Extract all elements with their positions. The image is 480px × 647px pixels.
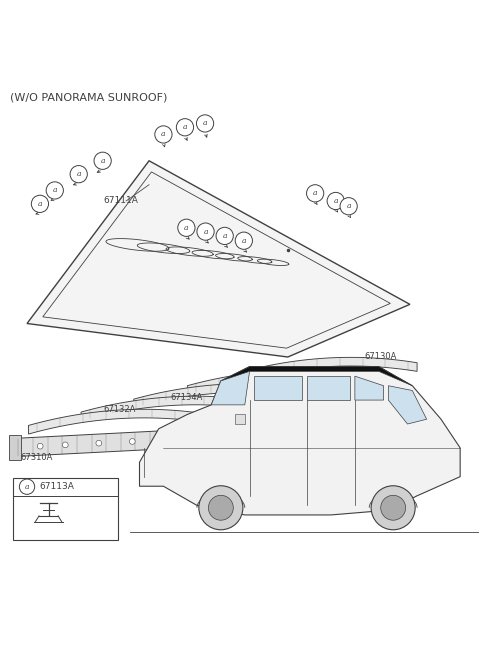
Text: (W/O PANORAMA SUNROOF): (W/O PANORAMA SUNROOF) xyxy=(10,93,168,103)
Polygon shape xyxy=(9,435,21,461)
Text: a: a xyxy=(161,131,166,138)
Text: 67132A: 67132A xyxy=(104,406,136,415)
Circle shape xyxy=(340,197,357,215)
Text: 67111A: 67111A xyxy=(104,197,138,206)
Polygon shape xyxy=(254,376,302,400)
Text: a: a xyxy=(334,197,338,205)
Circle shape xyxy=(381,496,406,520)
Circle shape xyxy=(178,219,195,236)
Text: a: a xyxy=(38,200,42,208)
Polygon shape xyxy=(28,410,206,434)
Circle shape xyxy=(46,182,63,199)
Circle shape xyxy=(208,496,233,520)
Polygon shape xyxy=(140,367,460,515)
Circle shape xyxy=(37,443,43,449)
Text: a: a xyxy=(222,232,227,240)
Polygon shape xyxy=(388,386,427,424)
Polygon shape xyxy=(15,430,182,457)
Text: a: a xyxy=(25,483,29,490)
Text: 67310A: 67310A xyxy=(21,453,53,462)
Text: a: a xyxy=(313,190,317,197)
Circle shape xyxy=(130,439,135,444)
Text: a: a xyxy=(52,186,57,195)
Circle shape xyxy=(155,126,172,143)
Text: 67134A: 67134A xyxy=(170,393,203,402)
Text: a: a xyxy=(347,203,351,210)
Circle shape xyxy=(197,223,214,240)
Circle shape xyxy=(19,479,35,494)
Polygon shape xyxy=(307,376,350,400)
Circle shape xyxy=(176,118,193,136)
Text: 67130A: 67130A xyxy=(364,352,397,361)
Polygon shape xyxy=(81,396,259,421)
Circle shape xyxy=(70,166,87,183)
Circle shape xyxy=(371,486,415,530)
Circle shape xyxy=(327,192,344,210)
Circle shape xyxy=(199,486,243,530)
Circle shape xyxy=(96,440,102,446)
FancyBboxPatch shape xyxy=(12,477,118,540)
Polygon shape xyxy=(355,376,384,400)
Polygon shape xyxy=(221,367,412,386)
Text: a: a xyxy=(100,157,105,165)
Circle shape xyxy=(196,115,214,132)
Polygon shape xyxy=(240,357,417,381)
Circle shape xyxy=(31,195,48,212)
Circle shape xyxy=(216,227,233,245)
Circle shape xyxy=(235,232,252,249)
Text: a: a xyxy=(204,228,208,236)
Polygon shape xyxy=(177,426,188,452)
Polygon shape xyxy=(187,370,364,394)
Text: a: a xyxy=(203,120,207,127)
Text: 67136: 67136 xyxy=(236,380,263,389)
Text: a: a xyxy=(76,170,81,178)
Circle shape xyxy=(307,184,324,202)
Polygon shape xyxy=(27,160,410,357)
Polygon shape xyxy=(211,371,250,405)
Polygon shape xyxy=(235,415,245,424)
Text: a: a xyxy=(183,124,187,131)
Text: 67113A: 67113A xyxy=(39,482,74,491)
Text: a: a xyxy=(184,224,189,232)
Text: a: a xyxy=(241,237,246,245)
Circle shape xyxy=(62,442,68,448)
Circle shape xyxy=(94,152,111,170)
Circle shape xyxy=(155,437,160,443)
Polygon shape xyxy=(134,384,312,408)
Text: 67139A: 67139A xyxy=(300,368,332,377)
